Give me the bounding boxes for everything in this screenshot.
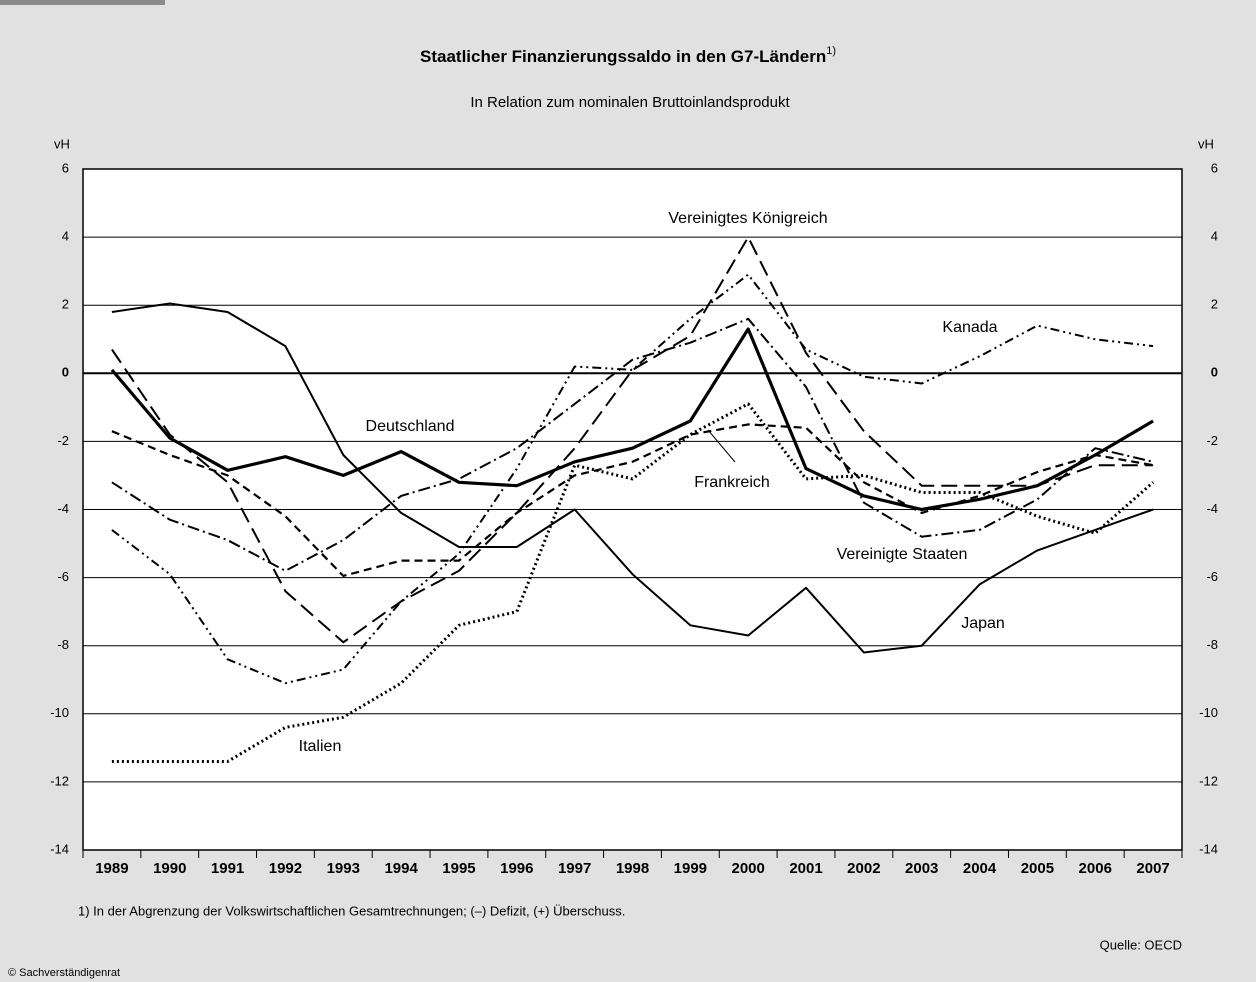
y-tick-label: -2 [57, 433, 69, 448]
y2-tick-label: 0 [1211, 365, 1218, 380]
x-tick-label: 1994 [384, 860, 418, 877]
y2-tick-label: -8 [1206, 637, 1218, 652]
x-tick-label: 2007 [1136, 860, 1169, 877]
series-label: Vereinigtes Königreich [668, 210, 827, 227]
y-tick-label: 2 [62, 297, 69, 312]
series-label: Frankreich [694, 474, 770, 491]
series-label: Deutschland [366, 418, 455, 435]
copyright: © Sachverständigenrat [8, 967, 120, 979]
leader-line [707, 429, 736, 463]
source: Quelle: OECD [1100, 937, 1182, 952]
x-tick-label: 2004 [963, 860, 997, 877]
series-line [111, 236, 1154, 644]
y2-tick-label: -6 [1206, 569, 1218, 584]
title-text: Staatlicher Finanzierungssaldo in den G7… [420, 47, 826, 66]
x-tick-label: 1992 [269, 860, 302, 877]
x-tick-label: 1995 [442, 860, 475, 877]
x-tick-label: 1999 [674, 860, 707, 877]
x-tick-label: 1997 [558, 860, 591, 877]
x-tick-label: 1991 [211, 860, 244, 877]
y-tick-label: 6 [62, 160, 69, 175]
series-line [111, 302, 1154, 654]
footnote: 1) In der Abgrenzung der Volkswirtschaft… [78, 903, 625, 918]
plot-frame [82, 168, 1183, 851]
series-label: Japan [961, 615, 1005, 632]
y-tick-label: -8 [57, 637, 69, 652]
y-tick-label: -10 [50, 705, 69, 720]
y-tick-label: -14 [50, 841, 69, 856]
y-tick-label: -6 [57, 569, 69, 584]
y-tick-label: 0 [62, 365, 69, 380]
corner-bar [0, 0, 165, 5]
series-line [111, 423, 1154, 577]
title-note: 1) [826, 45, 836, 57]
x-tick-label: 1998 [616, 860, 649, 877]
series-line [111, 317, 1154, 572]
y2-tick-label: -12 [1199, 773, 1218, 788]
x-tick-label: 2003 [905, 860, 938, 877]
x-tick-label: 2005 [1021, 860, 1054, 877]
x-tick-label: 1990 [153, 860, 186, 877]
y2-tick-label: -2 [1206, 433, 1218, 448]
y2-tick-label: -4 [1206, 501, 1218, 516]
x-tick-label: 1993 [327, 860, 360, 877]
x-tick-label: 1989 [95, 860, 128, 877]
y-tick-label: 4 [62, 229, 69, 244]
subtitle: In Relation zum nominalen Bruttoinlandsp… [470, 94, 790, 111]
y2-tick-label: 2 [1211, 297, 1218, 312]
x-tick-label: 1996 [500, 860, 533, 877]
series-line [111, 402, 1155, 763]
series-line [110, 327, 1154, 512]
y2-axis-label: vH [1198, 136, 1214, 151]
series-label: Italien [299, 738, 342, 755]
series-label: Kanada [942, 319, 997, 336]
x-tick-label: 2001 [789, 860, 822, 877]
series-label: Vereinigte Staaten [837, 546, 968, 563]
chart-title: Staatlicher Finanzierungssaldo in den G7… [420, 45, 836, 67]
y-tick-label: -12 [50, 773, 69, 788]
y-tick-label: -4 [57, 501, 69, 516]
y2-tick-label: 4 [1211, 229, 1218, 244]
x-tick-label: 2000 [731, 860, 764, 877]
y2-tick-label: -10 [1199, 705, 1218, 720]
y2-tick-label: -14 [1199, 841, 1218, 856]
x-tick-label: 2006 [1079, 860, 1112, 877]
y-axis-label: vH [54, 136, 70, 151]
y2-tick-label: 6 [1211, 160, 1218, 175]
x-tick-label: 2002 [847, 860, 880, 877]
series-line [111, 273, 1154, 685]
